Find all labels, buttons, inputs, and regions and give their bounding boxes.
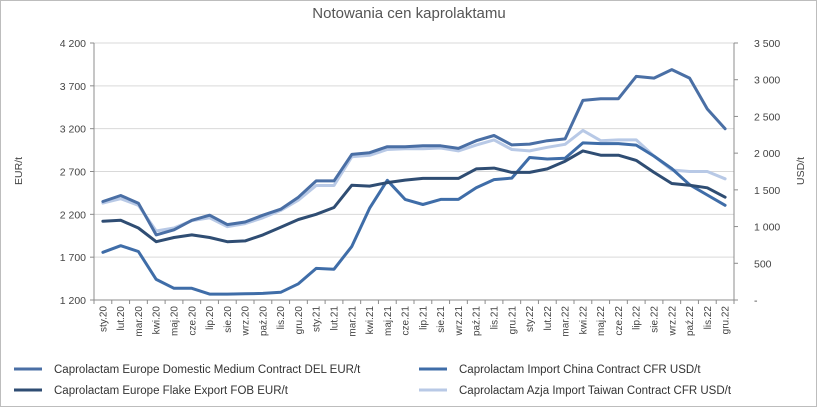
x-tick-label: maj.22	[596, 306, 607, 336]
legend-label-2: Caprolactam Import China Contract CFR US…	[459, 364, 701, 376]
left-tick-label: 3 700	[60, 81, 86, 93]
x-tick-label: wrz.21	[454, 306, 465, 337]
x-tick-label: lip.22	[632, 306, 643, 330]
legend: Caprolactam Europe Domestic Medium Contr…	[14, 364, 732, 397]
x-axis: sty.20 lut.20 mar.20 kwi.20 maj.20 cze.20 lip.…	[93, 300, 735, 337]
series-line-4	[101, 128, 727, 233]
right-tick-label: 3 000	[754, 75, 780, 87]
right-tick-label: 3 500	[754, 38, 780, 50]
x-tick-label: sie.21	[436, 306, 447, 333]
chart-title: Notowania cen kaprolaktamu	[312, 5, 505, 22]
right-y-axis: - 500 1 000 1 500 2 000 2 500 3 000 3 500	[734, 38, 780, 307]
left-axis-title: EUR/t	[13, 157, 25, 185]
x-tick-label: mar.22	[561, 306, 572, 337]
x-tick-label: maj.21	[383, 306, 394, 336]
legend-label-1: Caprolactam Europe Domestic Medium Contr…	[54, 364, 361, 376]
x-tick-label: mar.21	[347, 306, 358, 337]
left-tick-label: 3 200	[60, 124, 86, 136]
left-y-axis: 1 200 1 700 2 200 2 700 3 200 3 700 4 200	[60, 38, 94, 307]
x-tick-label: kwi.21	[365, 306, 376, 335]
x-tick-label: wrz.20	[241, 306, 252, 337]
x-tick-label: sie.20	[223, 306, 234, 333]
x-tick-label: sty.22	[525, 306, 536, 332]
left-tick-label: 4 200	[60, 38, 86, 50]
x-tick-label: sty.20	[98, 306, 109, 332]
x-tick-label: lut.20	[116, 306, 127, 331]
right-axis-title: USD/t	[795, 157, 807, 185]
x-tick-label: lip.20	[205, 306, 216, 330]
x-tick-label: lis.20	[276, 306, 287, 330]
x-tick-label: cze.20	[187, 306, 198, 336]
left-tick-label: 1 700	[60, 252, 86, 264]
series-line-1	[101, 68, 727, 237]
right-tick-label: 1 500	[754, 185, 780, 197]
series-line-2	[101, 141, 727, 296]
legend-label-4: Caprolactam Azja Import Taiwan Contract …	[459, 385, 732, 397]
left-tick-label: 1 200	[60, 295, 86, 307]
right-tick-label: -	[754, 295, 758, 307]
x-tick-label: paź.20	[258, 306, 269, 336]
left-tick-label: 2 700	[60, 167, 86, 179]
x-tick-label: mar.20	[134, 306, 145, 337]
left-tick-label: 2 200	[60, 209, 86, 221]
x-tick-label: lut.21	[330, 306, 341, 331]
x-tick-label: lis.22	[703, 306, 714, 330]
right-tick-label: 2 000	[754, 148, 780, 160]
x-tick-label: gru.21	[507, 306, 518, 335]
series-line-3	[101, 149, 727, 244]
right-tick-label: 1 000	[754, 222, 780, 234]
x-tick-label: wrz.22	[667, 306, 678, 337]
x-tick-label: cze.22	[614, 306, 625, 336]
x-tick-label: gru.20	[294, 306, 305, 335]
x-tick-label: paź.22	[685, 306, 696, 336]
right-tick-label: 500	[754, 258, 772, 270]
right-tick-label: 2 500	[754, 111, 780, 123]
x-tick-label: kwi.22	[578, 306, 589, 335]
x-tick-label: sty.21	[312, 306, 323, 332]
series-lines	[101, 68, 727, 296]
gridlines	[94, 42, 734, 301]
x-tick-label: maj.20	[170, 306, 181, 336]
x-tick-label: cze.21	[401, 306, 412, 336]
x-tick-label: lut.22	[543, 306, 554, 331]
x-tick-label: kwi.20	[152, 306, 163, 335]
x-tick-label: gru.22	[721, 306, 732, 335]
x-tick-label: sie.22	[650, 306, 661, 333]
legend-label-3: Caprolactam Europe Flake Export FOB EUR/…	[54, 385, 289, 397]
x-tick-label: lis.21	[490, 306, 501, 330]
x-tick-label: lip.21	[418, 306, 429, 330]
x-tick-label: paź.21	[472, 306, 483, 336]
